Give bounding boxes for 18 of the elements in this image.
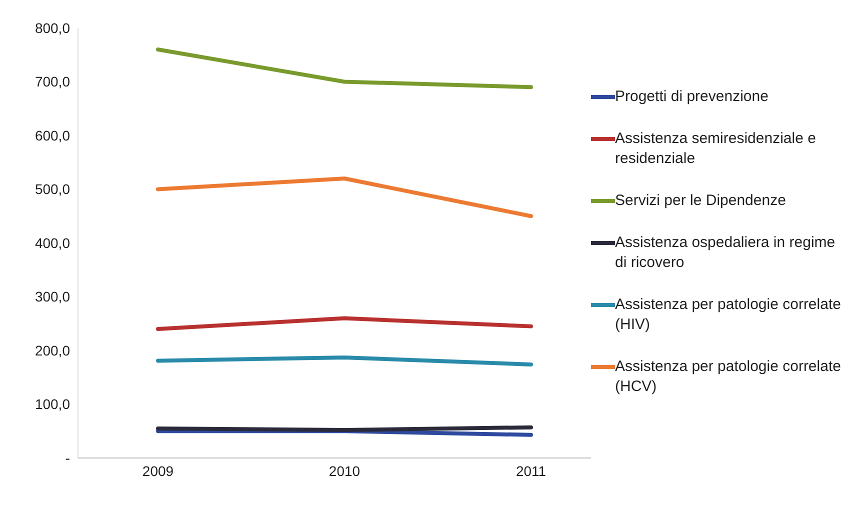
legend-label: Assistenza per patologie correlate (HIV) — [615, 295, 841, 335]
y-tick-label: 300,0 — [34, 288, 70, 305]
y-tick-label: 700,0 — [34, 74, 70, 90]
x-tick-label: 2009 — [142, 462, 174, 479]
legend-label: Assistenza per patologie correlate (HCV) — [615, 357, 841, 397]
y-tick-label: 200,0 — [34, 342, 70, 358]
y-tick-label: 800,0 — [34, 20, 70, 36]
y-tick-label: - — [65, 450, 70, 466]
y-tick-label: 600,0 — [34, 127, 70, 144]
legend-label: Assistenza ospedaliera in regime di ricovero — [615, 233, 836, 273]
x-tick-label: 2010 — [328, 462, 360, 479]
x-tick-label: 2011 — [516, 462, 546, 479]
legend-label: Progetti di prevenzione — [615, 87, 768, 107]
y-tick-label: 100,0 — [34, 396, 70, 412]
legend-label: Assistenza semiresidenziale e residenziale — [615, 129, 817, 169]
y-tick-label: 400,0 — [34, 234, 70, 251]
y-tick-label: 500,0 — [34, 181, 70, 198]
legend-label: Servizi per le Dipendenze — [615, 191, 786, 211]
